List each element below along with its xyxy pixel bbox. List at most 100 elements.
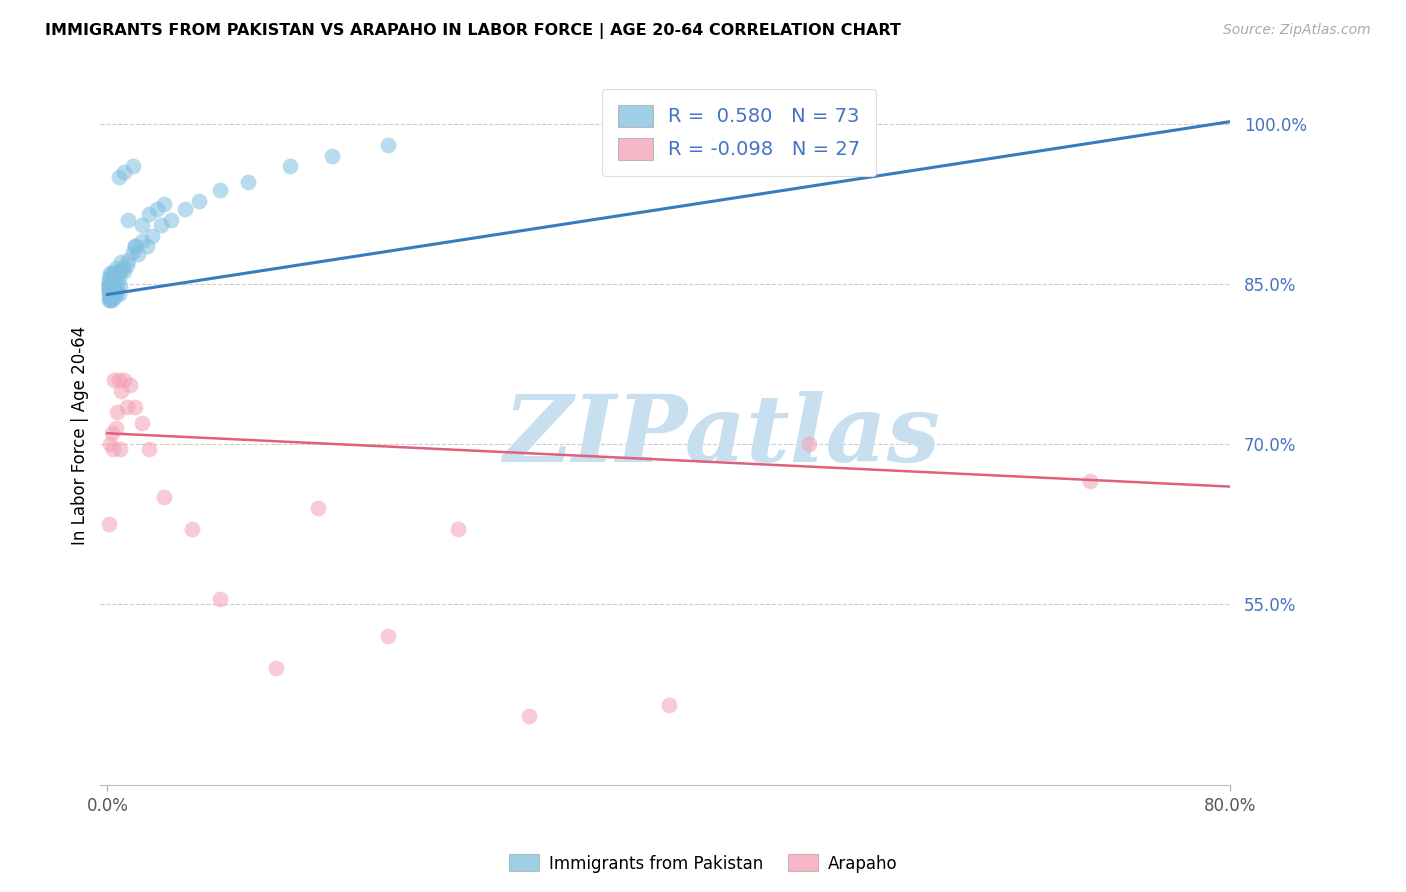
Point	[108, 264, 131, 278]
Point	[447, 522, 470, 536]
Point	[138, 442, 160, 457]
Point	[100, 266, 122, 280]
Point	[124, 239, 146, 253]
Point	[118, 378, 141, 392]
Point	[658, 698, 681, 713]
Point	[98, 282, 121, 296]
Point	[100, 293, 122, 307]
Point	[208, 591, 231, 606]
Point	[105, 282, 128, 296]
Point	[104, 277, 127, 291]
Point	[107, 170, 129, 185]
Point	[104, 421, 127, 435]
Point	[124, 239, 146, 253]
Legend: Immigrants from Pakistan, Arapaho: Immigrants from Pakistan, Arapaho	[502, 847, 904, 880]
Point	[173, 202, 195, 216]
Point	[110, 384, 132, 398]
Point	[98, 290, 121, 304]
Point	[100, 290, 122, 304]
Point	[149, 218, 172, 232]
Legend: R =  0.580   N = 73, R = -0.098   N = 27: R = 0.580 N = 73, R = -0.098 N = 27	[602, 89, 876, 176]
Point	[108, 279, 131, 293]
Y-axis label: In Labor Force | Age 20-64: In Labor Force | Age 20-64	[72, 326, 89, 546]
Point	[107, 271, 129, 285]
Point	[97, 279, 120, 293]
Point	[121, 244, 143, 259]
Point	[103, 285, 125, 300]
Text: IMMIGRANTS FROM PAKISTAN VS ARAPAHO IN LABOR FORCE | AGE 20-64 CORRELATION CHART: IMMIGRANTS FROM PAKISTAN VS ARAPAHO IN L…	[45, 23, 901, 39]
Point	[117, 212, 139, 227]
Point	[105, 405, 128, 419]
Point	[117, 253, 139, 268]
Point	[121, 160, 143, 174]
Point	[103, 373, 125, 387]
Point	[112, 165, 135, 179]
Point	[377, 629, 399, 643]
Point	[100, 271, 122, 285]
Point	[100, 426, 122, 441]
Point	[97, 282, 120, 296]
Point	[131, 218, 153, 232]
Point	[110, 255, 132, 269]
Point	[124, 400, 146, 414]
Point	[236, 176, 259, 190]
Point	[104, 287, 127, 301]
Point	[131, 234, 153, 248]
Point	[115, 258, 138, 272]
Point	[103, 266, 125, 280]
Point	[101, 279, 124, 293]
Point	[145, 202, 167, 216]
Point	[101, 277, 124, 291]
Point	[103, 290, 125, 304]
Point	[105, 266, 128, 280]
Point	[97, 277, 120, 291]
Point	[98, 287, 121, 301]
Point	[321, 149, 343, 163]
Point	[135, 239, 157, 253]
Point	[104, 260, 127, 275]
Point	[115, 400, 138, 414]
Point	[180, 522, 202, 536]
Point	[131, 416, 153, 430]
Point	[101, 285, 124, 300]
Point	[307, 500, 329, 515]
Point	[98, 285, 121, 300]
Point	[377, 138, 399, 153]
Point	[97, 516, 120, 531]
Point	[278, 160, 301, 174]
Point	[187, 194, 209, 208]
Point	[100, 277, 122, 291]
Point	[98, 279, 121, 293]
Point	[208, 183, 231, 197]
Point	[98, 293, 121, 307]
Point	[1078, 475, 1101, 489]
Point	[101, 442, 124, 457]
Point	[152, 196, 174, 211]
Point	[152, 490, 174, 504]
Point	[97, 285, 120, 299]
Point	[159, 212, 181, 227]
Point	[97, 275, 120, 289]
Point	[101, 271, 124, 285]
Point	[97, 285, 120, 300]
Point	[97, 293, 120, 307]
Point	[98, 437, 121, 451]
Point	[264, 661, 287, 675]
Point	[98, 266, 121, 280]
Point	[107, 373, 129, 387]
Point	[127, 247, 149, 261]
Point	[111, 260, 134, 275]
Point	[112, 264, 135, 278]
Point	[97, 290, 120, 304]
Point	[517, 709, 540, 723]
Point	[97, 271, 120, 285]
Point	[98, 271, 121, 285]
Point	[101, 290, 124, 304]
Point	[141, 228, 163, 243]
Text: ZIPatlas: ZIPatlas	[503, 391, 941, 481]
Point	[103, 271, 125, 285]
Point	[97, 280, 120, 294]
Point	[108, 442, 131, 457]
Point	[112, 373, 135, 387]
Point	[138, 207, 160, 221]
